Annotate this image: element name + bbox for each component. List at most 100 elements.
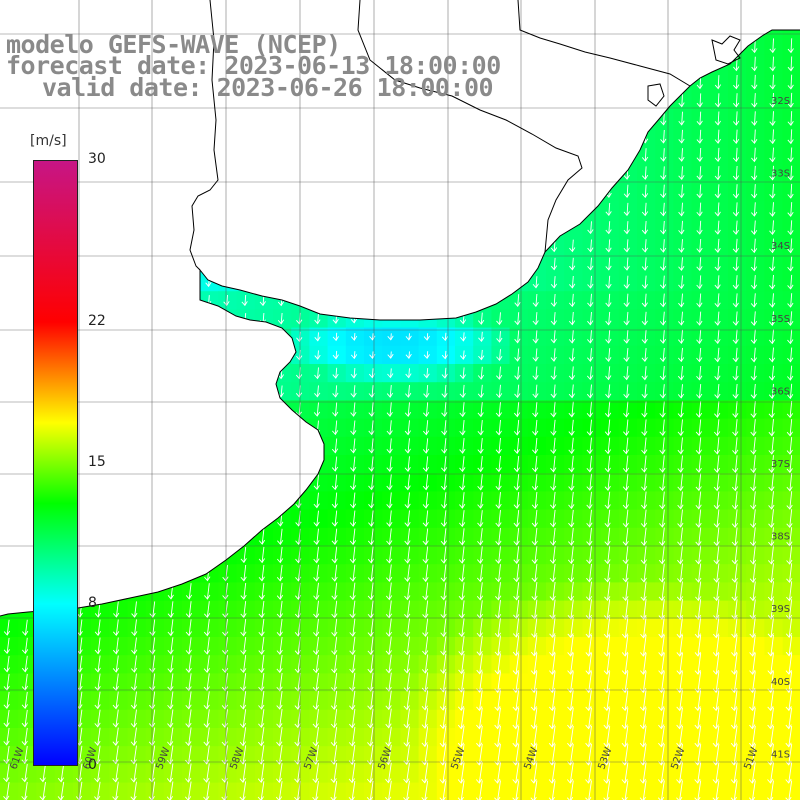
wind-speed-cell	[546, 382, 565, 401]
wind-arrow-head	[769, 193, 776, 199]
wind-arrow-head	[149, 686, 156, 692]
wind-arrow	[224, 673, 228, 691]
wind-speed-cell	[782, 527, 800, 547]
wind-arrow-head	[566, 796, 574, 800]
wind-arrow	[170, 655, 174, 673]
wind-speed-cell	[546, 582, 565, 602]
wind-speed-cell	[618, 782, 638, 800]
wind-arrow	[790, 238, 793, 253]
wind-arrow-head	[314, 336, 321, 342]
wind-arrow-head	[678, 156, 685, 162]
wind-arrow	[644, 257, 647, 271]
wind-arrow	[442, 725, 447, 747]
wind-arrow	[772, 92, 774, 108]
wind-speed-cell	[509, 618, 529, 638]
wind-arrow	[679, 689, 683, 711]
wind-speed-cell	[618, 455, 638, 474]
wind-speed-cell	[637, 582, 656, 602]
wind-speed-cell	[637, 345, 656, 365]
wind-arrow	[624, 762, 629, 784]
wind-arrow	[590, 221, 592, 234]
wind-arrow	[407, 385, 410, 398]
wind-arrow	[771, 401, 774, 418]
wind-speed-cell	[109, 673, 128, 693]
wind-arrow-head	[513, 430, 521, 436]
border-north-lagoon	[517, 0, 691, 87]
wind-arrow	[733, 707, 738, 729]
wind-arrow	[735, 311, 738, 326]
wind-arrow-head	[185, 741, 192, 747]
wind-arrow-head	[585, 724, 592, 730]
wind-speed-cell	[309, 582, 329, 602]
wind-speed-cell	[400, 691, 420, 711]
wind-arrow	[499, 331, 501, 343]
wind-speed-cell	[728, 400, 747, 420]
wind-speed-cell	[673, 527, 693, 547]
wind-arrow-head	[39, 777, 46, 783]
wind-speed-cell	[145, 618, 165, 638]
wind-arrow-head	[604, 467, 611, 473]
wind-arrow-head	[604, 522, 611, 528]
wind-arrow	[334, 582, 338, 600]
wind-arrow	[315, 672, 319, 691]
wind-arrow-head	[695, 541, 702, 547]
wind-speed-cell	[691, 218, 711, 238]
wind-speed-cell	[218, 746, 238, 765]
wind-arrow-head	[457, 706, 465, 712]
wind-arrow-head	[441, 354, 449, 360]
wind-arrow-head	[623, 265, 630, 271]
wind-arrow	[551, 725, 556, 747]
wind-arrow	[753, 455, 756, 473]
wind-arrow-head	[203, 796, 210, 800]
wind-speed-cell	[91, 618, 110, 638]
wind-speed-cell	[364, 364, 383, 383]
wind-speed-cell	[764, 618, 784, 638]
wind-arrow-head	[112, 795, 119, 800]
wind-arrow	[680, 347, 683, 362]
wind-arrow	[589, 348, 592, 362]
wind-arrow	[770, 617, 774, 638]
wind-speed-cell	[364, 673, 383, 693]
wind-speed-cell	[637, 509, 656, 529]
wind-speed-cell	[127, 691, 147, 711]
wind-arrow	[370, 510, 374, 527]
wind-speed-cell	[600, 509, 620, 529]
wind-arrow-head	[439, 778, 446, 784]
wind-arrow-head	[604, 449, 612, 455]
wind-arrow-head	[167, 594, 174, 600]
wind-arrow-head	[348, 778, 355, 784]
wind-speed-cell	[291, 782, 310, 800]
wind-speed-cell	[345, 746, 365, 765]
wind-arrow	[407, 546, 410, 563]
wind-arrow	[352, 618, 356, 637]
wind-arrow-head	[639, 742, 647, 748]
wind-arrow	[279, 564, 283, 581]
wind-arrow-head	[568, 412, 575, 418]
wind-speed-cell	[600, 309, 620, 329]
wind-arrow-head	[714, 157, 721, 163]
wind-speed-cell	[618, 254, 638, 274]
wind-arrow-head	[769, 230, 776, 236]
wind-speed-cell	[455, 418, 474, 438]
wind-speed-cell	[782, 764, 800, 784]
wind-speed-cell	[273, 746, 292, 765]
wind-arrow-head	[712, 742, 719, 748]
wind-arrow-head	[532, 356, 539, 362]
wind-arrow	[443, 474, 447, 490]
wind-arrow-head	[548, 796, 555, 800]
wind-arrow-head	[750, 375, 757, 381]
wind-arrow	[461, 528, 465, 545]
wind-arrow-head	[695, 486, 702, 492]
wind-arrow	[607, 491, 611, 509]
wind-speed-cell	[618, 436, 638, 456]
wind-arrow-head	[568, 522, 575, 528]
wind-arrow	[753, 275, 756, 289]
wind-arrow	[261, 637, 265, 655]
wind-arrow	[461, 492, 465, 509]
wind-arrow	[790, 147, 793, 162]
wind-speed-cell	[764, 36, 784, 56]
wind-arrow	[790, 220, 793, 235]
wind-arrow-head	[367, 668, 374, 674]
wind-arrow	[608, 239, 611, 252]
wind-arrow	[279, 636, 283, 655]
